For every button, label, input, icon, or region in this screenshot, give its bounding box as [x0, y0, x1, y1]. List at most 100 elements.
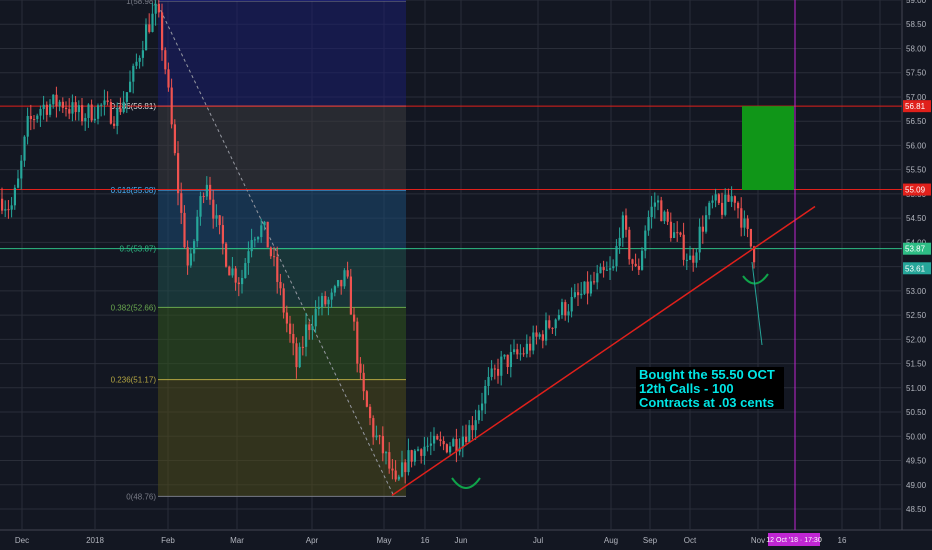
candle-body — [477, 410, 480, 421]
candle-body — [724, 194, 727, 215]
y-tick-label: 57.00 — [906, 93, 927, 102]
candle-body — [212, 199, 215, 219]
cursor-time-flag — [768, 533, 820, 546]
candle-body — [228, 266, 231, 276]
candle-body — [644, 230, 647, 251]
candle-body — [308, 324, 311, 331]
y-tick-label: 51.00 — [906, 384, 927, 393]
candle-body — [468, 425, 471, 443]
x-tick-label: Jul — [533, 536, 543, 545]
y-tick-label: 56.00 — [906, 141, 927, 150]
candle-body — [711, 200, 714, 203]
candle-body — [340, 280, 343, 287]
candle-body — [685, 259, 688, 261]
candle-body — [522, 353, 525, 355]
candle-body — [657, 200, 660, 203]
candle-body — [305, 324, 308, 347]
candle-body — [196, 216, 199, 242]
fib-zone — [158, 379, 406, 497]
candle-body — [420, 449, 423, 456]
y-tick-label: 57.50 — [906, 69, 927, 78]
candle-body — [7, 209, 10, 211]
candle-body — [730, 196, 733, 202]
candle-body — [410, 450, 413, 462]
candle-body — [129, 81, 132, 93]
candle-body — [39, 109, 42, 116]
candle-body — [429, 443, 432, 446]
fib-label: 1(58.98) — [126, 0, 156, 6]
candle-body — [215, 215, 218, 219]
candle-body — [225, 243, 228, 267]
candle-body — [148, 24, 151, 32]
candle-body — [109, 102, 112, 124]
last-price-flag — [903, 262, 931, 275]
candle-body — [737, 202, 740, 209]
candle-body — [266, 221, 269, 248]
candle-body — [77, 105, 80, 113]
candle-body — [20, 160, 23, 179]
fib-label: 0(48.76) — [126, 492, 156, 501]
candle-body — [532, 332, 535, 351]
candle-body — [596, 273, 599, 283]
fib-trend-dashed — [157, 4, 395, 497]
candle-body — [81, 105, 84, 122]
candle-body — [551, 327, 554, 329]
candle-body — [701, 226, 704, 232]
fib-zone — [158, 190, 406, 249]
candle-body — [68, 109, 71, 114]
candle-body — [442, 441, 445, 445]
candle-body — [721, 202, 724, 215]
x-tick-label: 2018 — [86, 536, 104, 545]
candle-body — [618, 237, 621, 246]
y-tick-label: 58.50 — [906, 20, 927, 29]
candle-body — [65, 107, 68, 110]
candle-body — [541, 334, 544, 341]
candle-body — [237, 282, 240, 285]
x-tick-label: May — [376, 536, 391, 545]
x-tick-label: Feb — [161, 536, 175, 545]
candle-body — [577, 292, 580, 296]
candle-body — [609, 268, 612, 270]
candle-body — [145, 24, 148, 51]
candle-body — [250, 240, 253, 252]
fib-zone — [158, 248, 406, 308]
candle-body — [353, 314, 356, 322]
candle-body — [426, 445, 429, 447]
fib-top-zone — [158, 0, 406, 1]
candle-body — [381, 435, 384, 454]
candle-body — [705, 215, 708, 232]
candle-body — [423, 446, 426, 456]
candle-body — [586, 281, 589, 294]
candle-body — [714, 194, 717, 201]
candle-body — [417, 449, 420, 451]
candle-body — [209, 184, 212, 200]
candle-body — [141, 50, 144, 58]
candle-body — [4, 209, 7, 211]
candle-body — [346, 270, 349, 277]
candle-body — [650, 206, 653, 218]
price-flag-label: 53.87 — [905, 245, 926, 254]
candle-body — [445, 444, 448, 453]
candle-body — [247, 251, 250, 264]
candle-body — [23, 136, 26, 161]
candle-body — [97, 105, 100, 119]
candle-body — [509, 352, 512, 368]
candle-body — [583, 281, 586, 294]
candle-body — [244, 263, 247, 279]
candle-body — [125, 92, 128, 102]
candle-body — [493, 368, 496, 370]
y-tick-label: 55.50 — [906, 166, 927, 175]
candle-body — [321, 296, 324, 308]
candle-body — [564, 302, 567, 316]
candle-body — [183, 212, 186, 248]
candle-body — [260, 225, 263, 238]
y-tick-label: 49.50 — [906, 457, 927, 466]
candle-body — [314, 308, 317, 327]
candle-body — [740, 208, 743, 228]
candle-body — [487, 376, 490, 386]
candle-body — [13, 187, 16, 206]
candle-body — [388, 452, 391, 469]
fib-label: 0.618(55.08) — [111, 186, 157, 195]
candle-body — [17, 178, 20, 188]
